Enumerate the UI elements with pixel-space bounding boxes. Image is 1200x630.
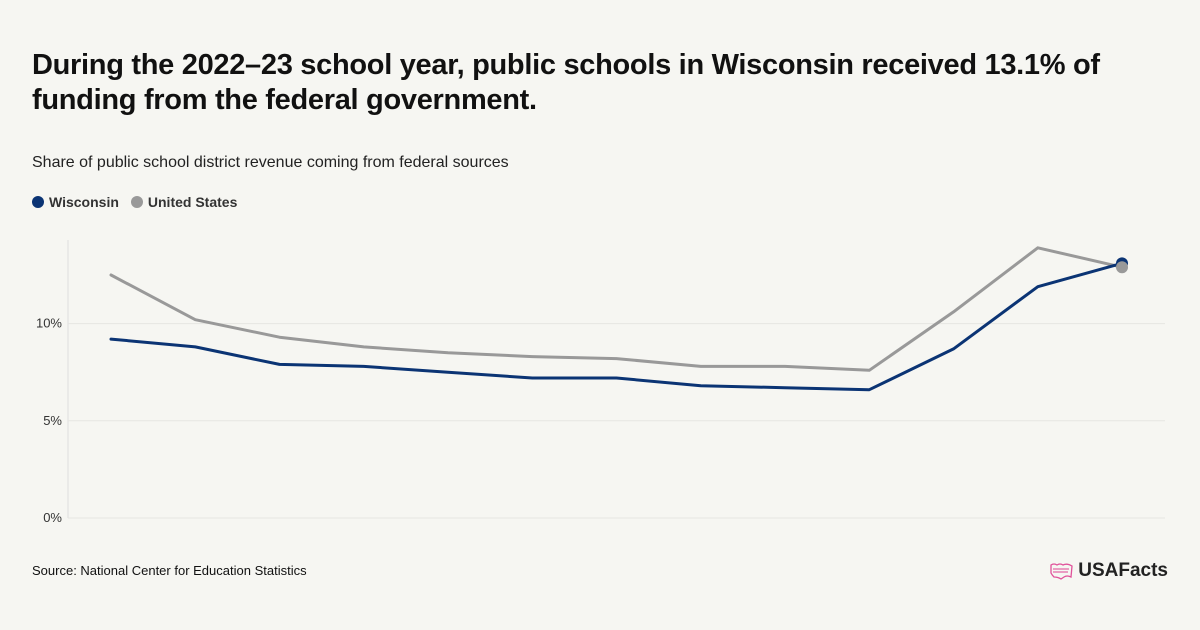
y-tick-label: 0% [43,510,62,525]
brand-name: USAFacts [1078,560,1168,581]
legend: Wisconsin United States [32,194,249,210]
chart-subtitle: Share of public school district revenue … [32,154,509,171]
us-map-flag-icon [1050,563,1073,580]
end-point-united-states [1116,261,1128,274]
legend-label-united-states: United States [147,194,238,210]
legend-swatch-united-states [130,196,143,208]
y-tick-label: 5% [43,413,62,428]
series-line-wisconsin [109,261,1124,392]
brand-logo: USAFacts [1050,560,1168,582]
line-chart: 0% 5% 10% [36,240,1165,525]
series-line-united-states [109,246,1124,372]
legend-item-united-states: United States [130,194,238,210]
source-note: Source: National Center for Education St… [32,563,307,578]
chart-title: During the 2022–23 school year, public s… [32,49,1100,116]
legend-label-wisconsin: Wisconsin [49,194,119,210]
y-tick-label: 10% [36,316,62,331]
legend-item-wisconsin: Wisconsin [32,194,119,210]
legend-swatch-wisconsin [32,196,44,208]
